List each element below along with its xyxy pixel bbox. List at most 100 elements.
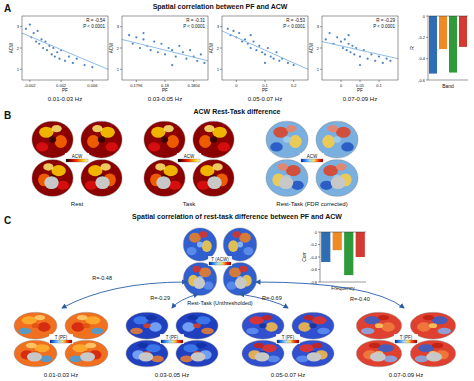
point: [267, 47, 269, 49]
y-tick: [320, 26, 322, 27]
region: [283, 136, 291, 143]
y-tick-label: -0.6: [310, 267, 318, 272]
medial-wall: [139, 352, 154, 361]
bar: [356, 232, 365, 257]
cortex: [81, 160, 122, 197]
region: [22, 316, 37, 324]
point: [351, 45, 353, 47]
region: [83, 323, 91, 328]
cortex: [292, 340, 334, 367]
y-tick: [120, 69, 122, 70]
point: [374, 60, 376, 62]
outline: [292, 340, 334, 367]
map-label: Rest-Task (FDR corrected): [276, 201, 347, 207]
y-tick-label: 3: [217, 24, 220, 29]
region: [155, 163, 165, 170]
cortex: [126, 340, 168, 367]
cortex: [32, 160, 73, 197]
region: [232, 231, 240, 238]
panel-title: Spatial correlation of rest-task differe…: [132, 213, 342, 221]
bar: [333, 232, 342, 250]
point: [346, 49, 348, 51]
point: [264, 62, 266, 64]
region: [423, 315, 434, 320]
region: [317, 328, 330, 335]
region: [429, 323, 437, 328]
region: [51, 165, 65, 176]
medial-wall: [80, 352, 95, 361]
colorbar-bg: [160, 334, 184, 344]
annotation: R = -0.31: [186, 18, 205, 23]
region: [298, 322, 311, 331]
region: [336, 127, 351, 138]
hemisphere: [316, 121, 358, 158]
plot-area: [322, 32, 398, 66]
point: [38, 43, 40, 45]
region: [312, 343, 323, 348]
map-label: Task: [183, 201, 196, 207]
region: [322, 135, 335, 148]
y-tick-label: -0.2: [310, 242, 318, 247]
point: [367, 58, 369, 60]
colorbar: [395, 340, 417, 343]
y-tick: [426, 37, 428, 38]
point: [167, 47, 169, 49]
x-tick-label: 0.2: [291, 83, 297, 88]
y-tick: [318, 269, 320, 270]
region: [265, 322, 278, 331]
x-tick-label: 0.1796: [130, 83, 143, 88]
x-tick-label: 0.006: [87, 83, 98, 88]
region: [438, 328, 452, 335]
region: [309, 323, 317, 328]
outline: [144, 160, 185, 197]
y-tick-label: -0.2: [418, 35, 426, 40]
plot-area: [122, 32, 208, 66]
panel-title: ACW Rest-Task difference: [193, 108, 280, 115]
cortex: [14, 340, 57, 367]
point: [29, 23, 31, 25]
plot-bg: [122, 16, 208, 80]
cortex: [144, 160, 185, 197]
region: [328, 125, 339, 132]
point: [238, 32, 240, 34]
point: [359, 64, 361, 66]
y-tick-label: 3: [317, 24, 320, 29]
region: [100, 163, 110, 170]
region: [239, 233, 251, 243]
point: [40, 38, 42, 40]
colorbar: [50, 340, 72, 343]
region: [85, 316, 100, 324]
point: [175, 55, 177, 57]
map-label: Rest: [71, 201, 84, 207]
y-tick-label: -0.6: [418, 78, 426, 83]
outline: [14, 340, 57, 367]
outline: [81, 160, 122, 197]
outline: [81, 121, 122, 158]
plot-area: [22, 23, 108, 69]
region: [106, 142, 118, 151]
cortex: [193, 160, 234, 197]
outline: [266, 121, 308, 158]
hemisphere: [242, 340, 284, 367]
region: [151, 127, 165, 138]
medial-wall: [27, 352, 42, 361]
arrow: [256, 282, 404, 308]
cortex: [176, 340, 218, 367]
cortex: [266, 121, 308, 158]
map-label: Rest-Task (Unthresholded): [187, 300, 253, 306]
y-tick-label: 1: [117, 67, 120, 72]
colorbar: [161, 340, 183, 343]
region: [148, 142, 160, 151]
medial-wall: [193, 277, 205, 289]
x-axis-label: PF: [162, 88, 168, 93]
outline: [144, 121, 185, 158]
hemisphere: [316, 160, 358, 197]
region: [38, 322, 51, 331]
region: [381, 322, 395, 331]
y-tick-label: -0.4: [418, 56, 426, 61]
medial-wall: [191, 352, 206, 361]
zero-line: [320, 232, 366, 233]
x-tick-label: 0: [340, 83, 343, 88]
region: [149, 322, 162, 331]
x-tick-label: -0.002: [24, 83, 36, 88]
